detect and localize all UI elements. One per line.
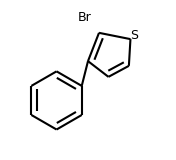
Text: S: S xyxy=(130,29,138,42)
Text: Br: Br xyxy=(78,11,92,24)
